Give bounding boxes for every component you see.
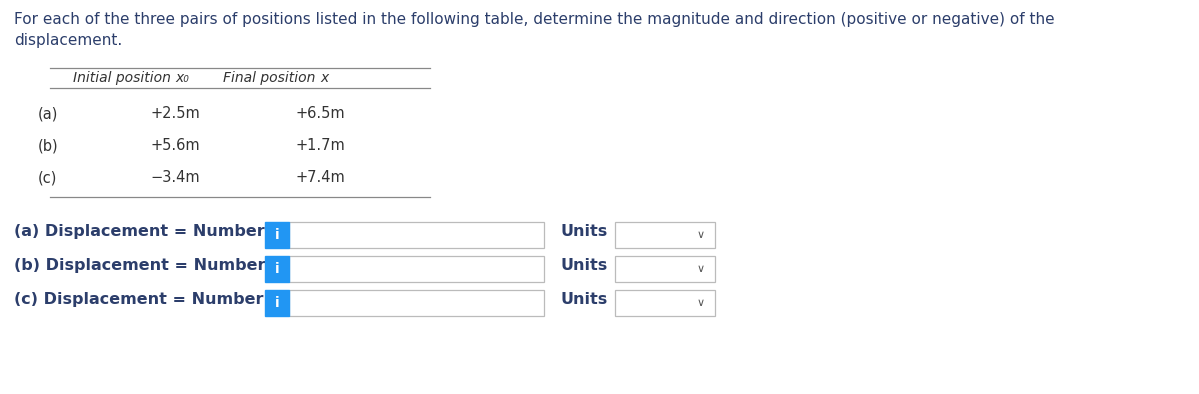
Text: ∨: ∨: [697, 264, 705, 274]
Text: ∨: ∨: [697, 298, 705, 308]
FancyBboxPatch shape: [615, 290, 715, 316]
Text: Units: Units: [560, 258, 607, 273]
FancyBboxPatch shape: [289, 222, 544, 248]
Text: +6.5m: +6.5m: [295, 106, 345, 121]
Text: Units: Units: [560, 292, 607, 307]
FancyBboxPatch shape: [615, 222, 715, 248]
Text: (a): (a): [38, 106, 59, 121]
Text: +7.4m: +7.4m: [295, 170, 345, 185]
Text: i: i: [275, 228, 279, 242]
Text: displacement.: displacement.: [14, 33, 122, 48]
Text: Units: Units: [560, 224, 607, 239]
FancyBboxPatch shape: [265, 256, 289, 282]
FancyBboxPatch shape: [289, 290, 544, 316]
Text: +2.5m: +2.5m: [150, 106, 200, 121]
FancyBboxPatch shape: [615, 256, 715, 282]
Text: (b) Displacement = Number: (b) Displacement = Number: [14, 258, 265, 273]
Text: Initial position: Initial position: [73, 71, 175, 85]
FancyBboxPatch shape: [289, 256, 544, 282]
Text: x: x: [320, 71, 329, 85]
Text: (b): (b): [38, 138, 59, 153]
Text: +1.7m: +1.7m: [295, 138, 345, 153]
Text: ∨: ∨: [697, 230, 705, 240]
FancyBboxPatch shape: [265, 290, 289, 316]
Text: Final position: Final position: [223, 71, 320, 85]
FancyBboxPatch shape: [265, 222, 289, 248]
Text: −3.4m: −3.4m: [150, 170, 200, 185]
Text: (a) Displacement = Number: (a) Displacement = Number: [14, 224, 265, 239]
Text: x₀: x₀: [175, 71, 189, 85]
Text: i: i: [275, 296, 279, 310]
Text: (c): (c): [38, 170, 58, 185]
Text: For each of the three pairs of positions listed in the following table, determin: For each of the three pairs of positions…: [14, 12, 1055, 27]
Text: i: i: [275, 262, 279, 276]
Text: (c) Displacement = Number: (c) Displacement = Number: [14, 292, 264, 307]
Text: +5.6m: +5.6m: [150, 138, 200, 153]
